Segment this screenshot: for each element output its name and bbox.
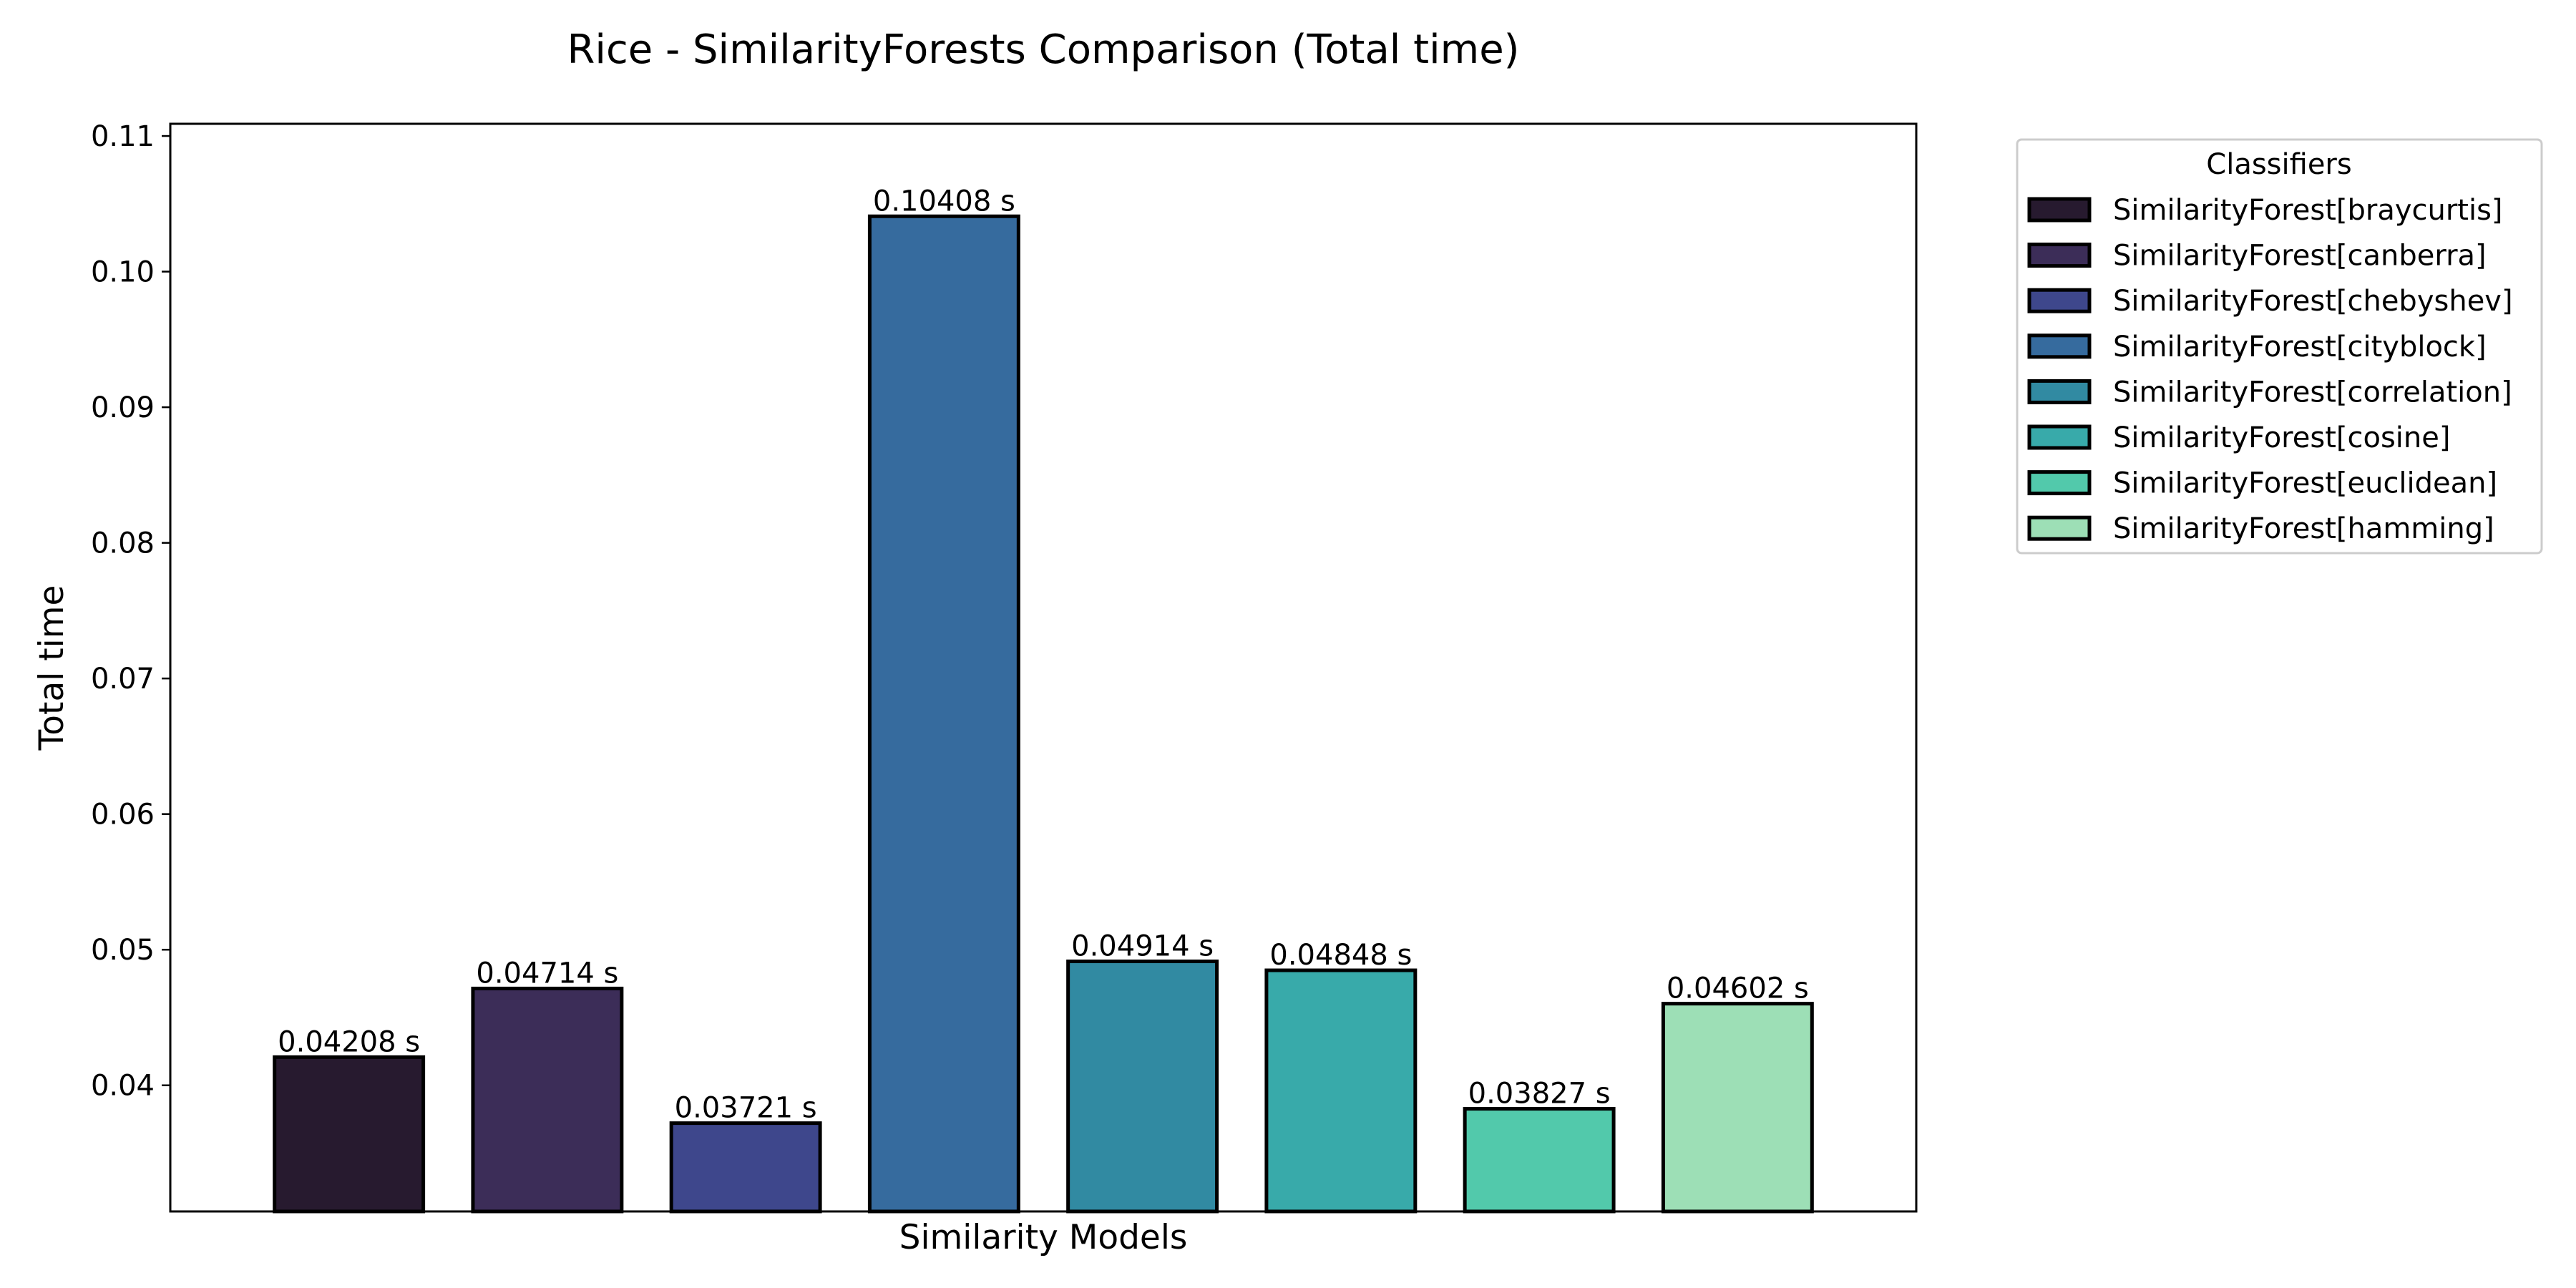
legend-swatch [2027,470,2092,496]
legend-swatch [2027,243,2092,268]
bar-value-label: 0.03827 s [1468,1078,1611,1111]
legend-label: SimilarityForest[correlation] [2113,376,2512,409]
legend-label: SimilarityForest[braycurtis] [2113,194,2503,227]
bar [1661,1002,1814,1214]
bar-value-label: 0.03721 s [675,1092,817,1125]
y-tick-label: 0.09 [91,391,155,424]
legend: Classifiers SimilarityForest[braycurtis]… [2016,138,2543,555]
bar-value-label: 0.04208 s [278,1025,420,1058]
chart-title: Rice - SimilarityForests Comparison (Tot… [567,26,1519,73]
legend-frame [2016,138,2543,555]
y-axis-label: Total time [32,585,72,751]
y-tick-label: 0.10 [91,256,155,289]
legend-label: SimilarityForest[hamming] [2113,512,2494,545]
bar [471,986,624,1214]
bar-value-label: 0.10408 s [873,185,1015,218]
legend-label: SimilarityForest[cityblock] [2113,331,2487,364]
legend-swatch [2027,515,2092,541]
bar-value-label: 0.04848 s [1269,939,1412,972]
bar [1264,968,1418,1214]
plot-frame [169,122,1918,1213]
legend-swatch [2027,197,2092,223]
x-axis-label: Similarity Models [899,1218,1188,1257]
bar [867,214,1020,1214]
legend-swatch [2027,379,2092,404]
bar [669,1121,822,1214]
bar-value-label: 0.04914 s [1071,930,1214,963]
bar-value-label: 0.04714 s [476,957,618,990]
y-tick-label: 0.08 [91,527,155,560]
legend-swatch [2027,424,2092,450]
y-axis: 0.04 0.05 0.06 0.07 0.08 0.09 0.10 0.11 [91,120,170,1103]
bar-series [273,214,1814,1214]
y-tick-label: 0.11 [91,120,155,153]
legend-items: SimilarityForest[braycurtis] SimilarityFo… [2027,194,2513,545]
bar [1066,960,1219,1214]
legend-label: SimilarityForest[euclidean] [2113,467,2497,500]
bar-value-label: 0.04602 s [1667,972,1809,1005]
y-tick-label: 0.07 [91,663,155,696]
y-tick-label: 0.06 [91,799,155,831]
legend-label: SimilarityForest[canberra] [2113,240,2487,273]
bar [273,1055,426,1214]
legend-label: SimilarityForest[chebyshev] [2113,285,2513,318]
y-tick-label: 0.05 [91,934,155,967]
y-tick-label: 0.04 [91,1070,155,1103]
bar-value-labels: 0.04208 s 0.04714 s 0.03721 s 0.10408 s 0.04… [278,185,1809,1124]
legend-swatch [2027,333,2092,359]
bar [1463,1107,1616,1214]
legend-label: SimilarityForest[cosine] [2113,421,2450,454]
legend-swatch [2027,288,2092,313]
legend-title: Classifiers [2206,148,2351,181]
